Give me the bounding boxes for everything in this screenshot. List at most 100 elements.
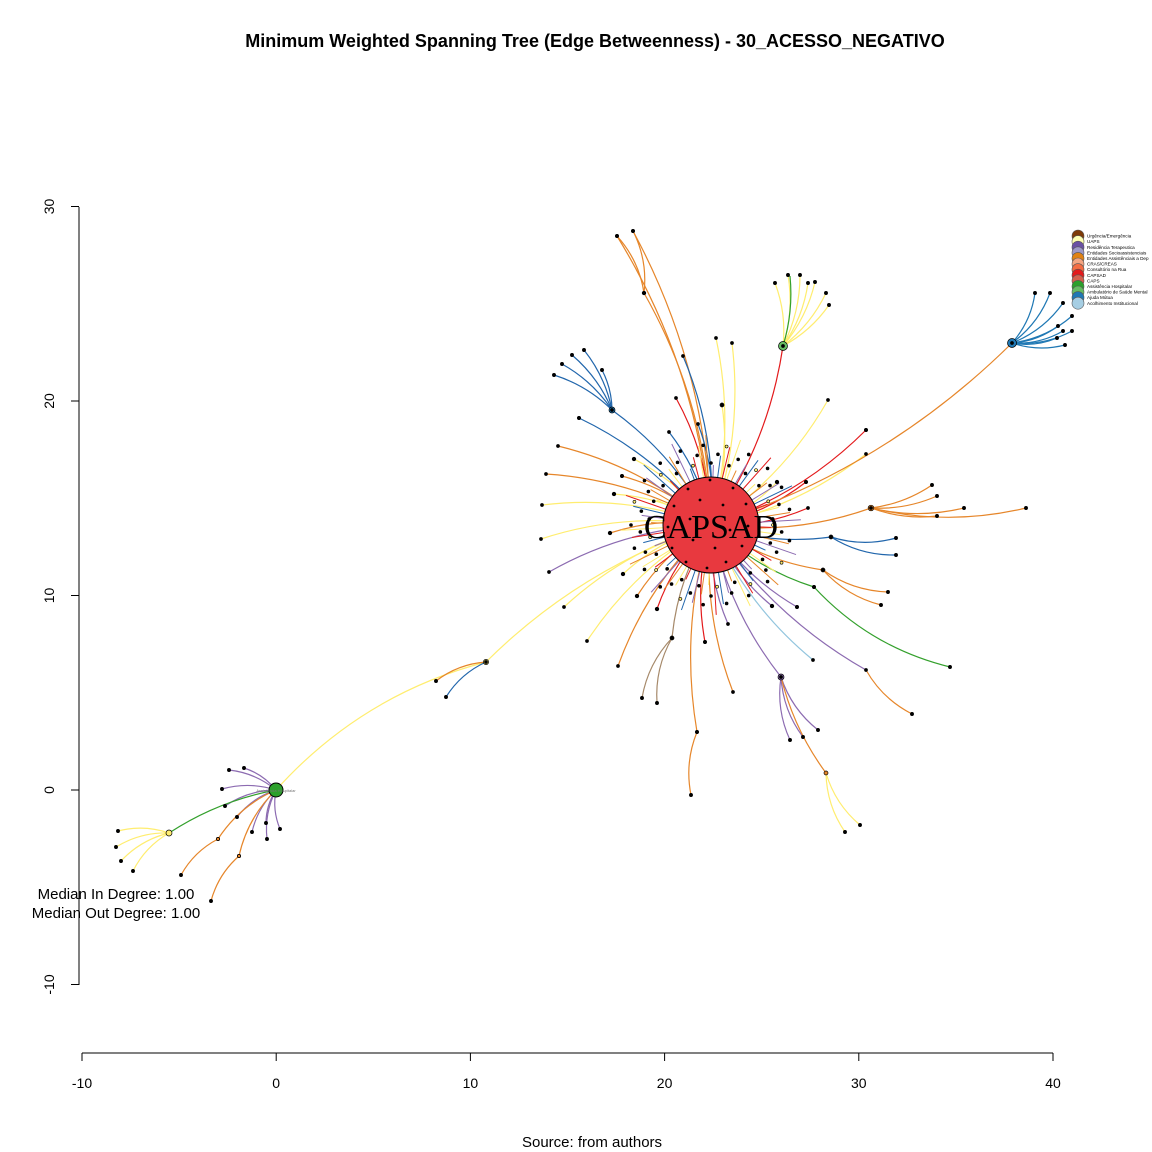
edge — [675, 566, 688, 586]
edge — [782, 292, 827, 347]
edge — [705, 435, 709, 478]
edge — [120, 832, 170, 862]
node — [894, 536, 898, 540]
node — [812, 585, 816, 589]
node — [672, 504, 676, 508]
node — [736, 457, 740, 462]
edge — [780, 676, 804, 738]
edge — [668, 456, 687, 485]
edge — [735, 565, 754, 594]
node — [705, 566, 709, 570]
edge — [168, 789, 277, 834]
edge — [571, 354, 613, 411]
hub-label: CAPSAD — [644, 509, 778, 546]
node — [724, 601, 729, 606]
node — [484, 660, 488, 664]
node — [615, 234, 619, 238]
edge — [752, 548, 772, 561]
edge — [650, 489, 670, 502]
x-tick-label: 20 — [657, 1075, 673, 1091]
edge — [180, 838, 219, 876]
node — [771, 523, 775, 527]
node — [748, 571, 753, 575]
node — [582, 348, 586, 352]
edge — [669, 480, 679, 491]
node — [585, 639, 589, 643]
node — [642, 567, 647, 572]
node — [743, 471, 748, 476]
node — [235, 815, 239, 819]
node — [774, 550, 779, 554]
edge — [228, 769, 277, 791]
node — [658, 472, 663, 477]
node — [779, 485, 784, 490]
node — [642, 291, 646, 295]
node — [754, 468, 758, 472]
node — [540, 503, 544, 507]
node — [788, 738, 792, 742]
node — [801, 735, 805, 739]
node — [962, 506, 966, 510]
node — [766, 499, 771, 504]
edge — [865, 669, 913, 715]
edge — [749, 552, 776, 573]
node — [727, 463, 731, 468]
edge — [435, 661, 487, 682]
node — [821, 568, 825, 572]
node — [642, 478, 647, 483]
node — [608, 531, 612, 535]
edge — [717, 455, 722, 478]
edge — [743, 559, 753, 570]
edge — [680, 570, 696, 611]
edge — [625, 494, 666, 510]
hospital-label: Assistência Hospitalar — [256, 788, 296, 793]
edge — [650, 560, 680, 593]
node — [688, 591, 693, 595]
node — [639, 509, 644, 513]
edge — [758, 519, 801, 523]
node — [278, 827, 282, 831]
x-tick-label: 0 — [272, 1075, 280, 1091]
edge — [713, 572, 717, 615]
legend-label: Assistência Hospitalar — [1087, 284, 1133, 289]
edge — [739, 562, 754, 582]
edge — [1011, 302, 1064, 344]
edge — [734, 464, 747, 484]
node — [732, 580, 737, 585]
node — [209, 899, 213, 903]
edge — [825, 772, 861, 826]
edge — [780, 676, 819, 731]
node — [697, 584, 701, 588]
median-in-degree: Median In Degree: 1.00 — [38, 886, 195, 903]
edge — [782, 275, 792, 347]
node — [1033, 291, 1037, 295]
node — [811, 658, 815, 662]
node — [777, 502, 781, 507]
node — [746, 524, 750, 528]
node — [775, 480, 779, 484]
node — [620, 474, 624, 478]
hub-inner-dots — [666, 478, 750, 570]
edge — [691, 571, 701, 603]
legend-label: Urgência/Emergência — [1087, 234, 1132, 239]
node — [250, 830, 254, 834]
node — [709, 461, 713, 465]
node — [674, 471, 679, 476]
edge — [1011, 292, 1051, 344]
edge-layer — [115, 230, 1073, 902]
node — [675, 460, 680, 465]
edge — [822, 569, 882, 606]
edge — [717, 572, 724, 605]
node — [686, 487, 690, 491]
median-out-degree: Median Out Degree: 1.00 — [32, 905, 200, 922]
edge — [745, 483, 756, 493]
node — [701, 602, 705, 607]
edge — [742, 457, 772, 490]
edge — [646, 477, 673, 498]
edge — [779, 676, 791, 741]
node — [816, 728, 820, 732]
node — [434, 679, 438, 683]
node — [864, 668, 868, 672]
node — [716, 452, 720, 457]
